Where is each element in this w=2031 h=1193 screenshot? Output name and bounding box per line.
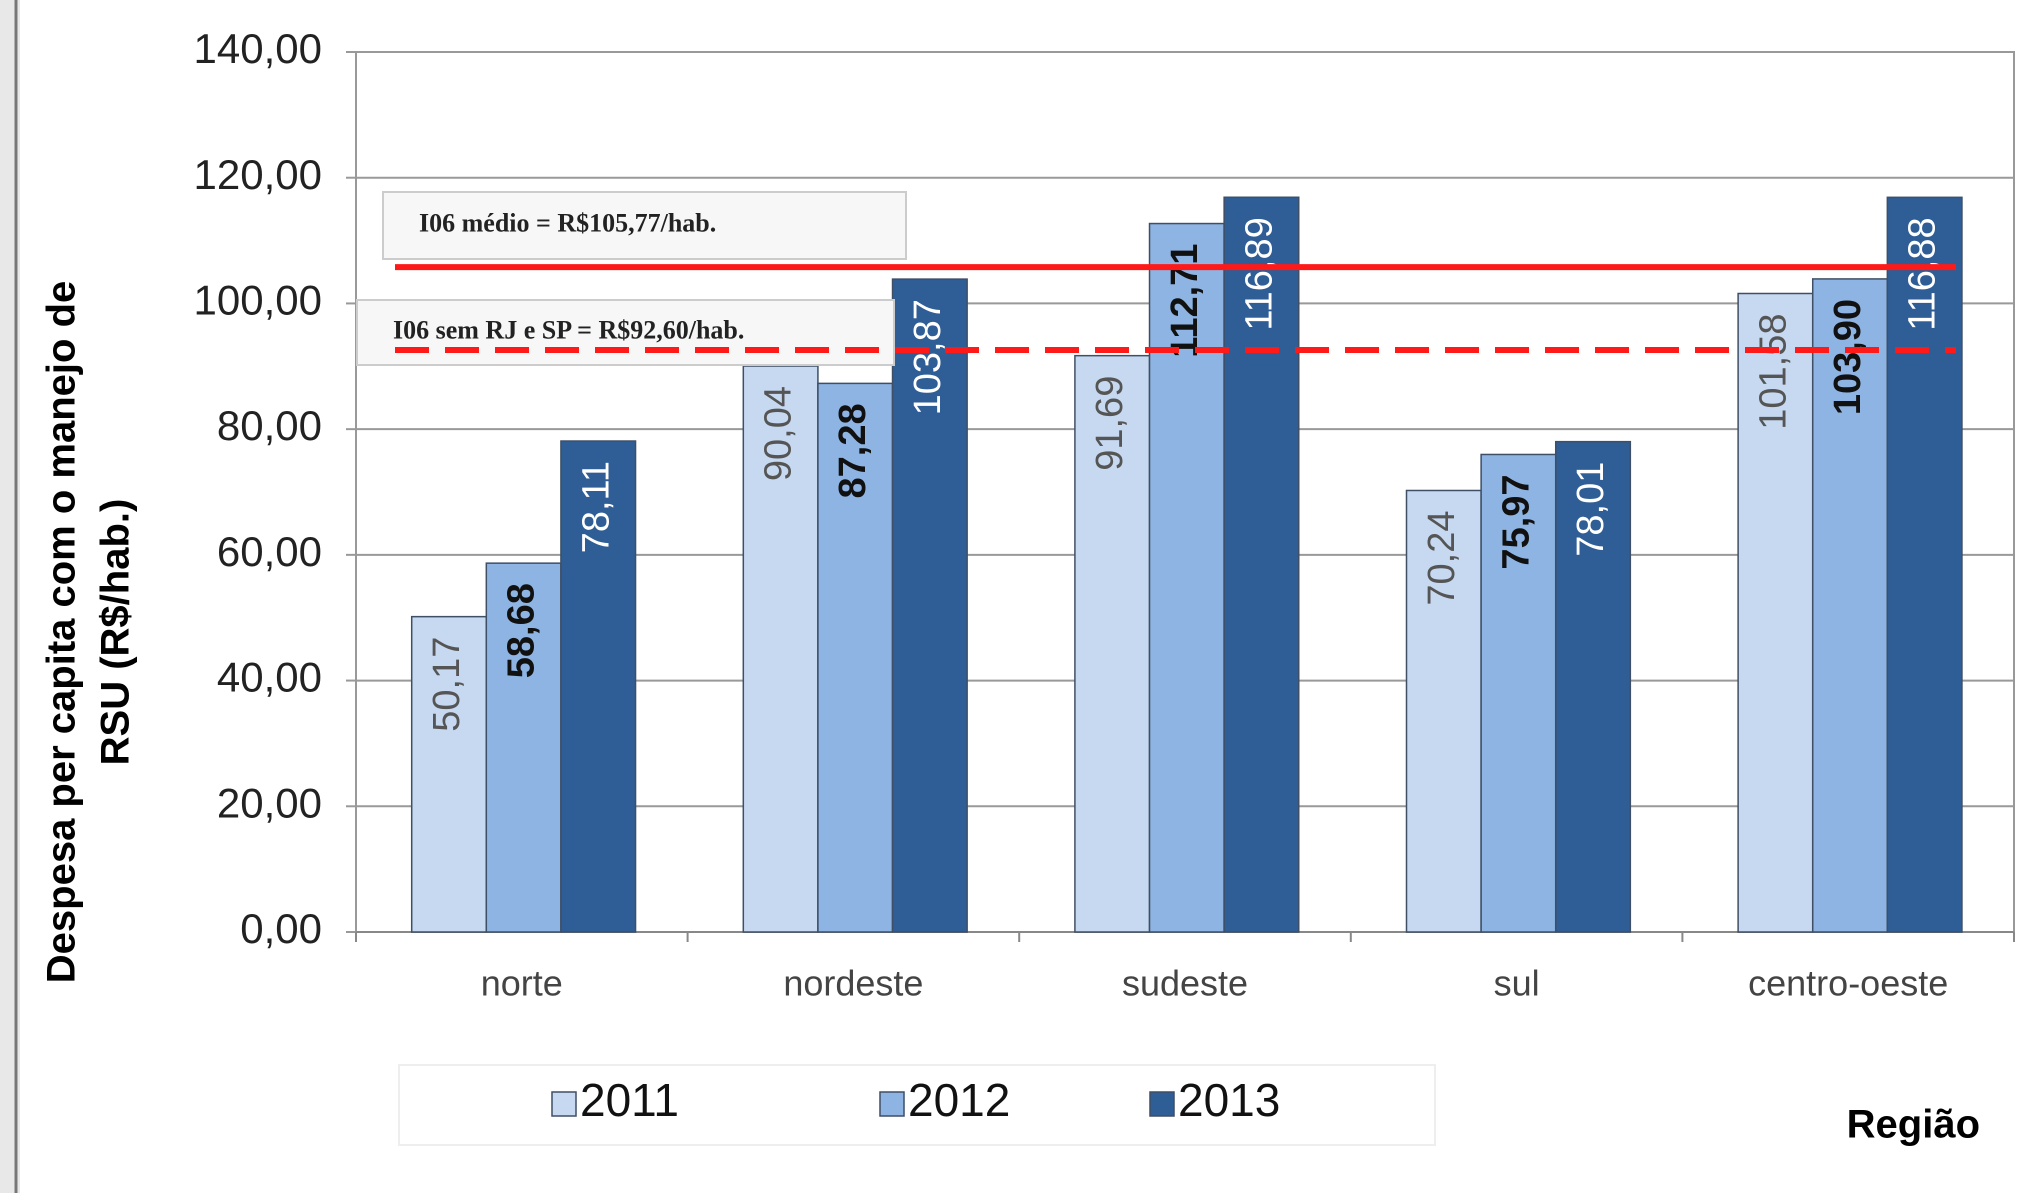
legend-swatch [1149,1091,1175,1117]
x-tick-label: sul [1494,963,1540,1004]
legend-label: 2013 [1178,1074,1280,1126]
legend-label: 2012 [908,1074,1010,1126]
data-label: 90,04 [758,386,800,481]
data-label: 87,28 [832,403,874,498]
legend-label: 2011 [580,1074,679,1126]
data-label: 58,68 [501,583,543,678]
bar [1405,489,1482,933]
x-tick-label: nordeste [783,963,923,1004]
data-label: 78,11 [575,461,617,553]
y-tick-label: 120,00 [194,151,322,198]
reference-label-box [356,299,895,366]
y-tick-label: 20,00 [217,779,322,826]
y-tick-label: 40,00 [217,654,322,701]
data-label: 91,69 [1089,376,1131,471]
bar [1074,354,1151,933]
y-tick-label: 100,00 [194,277,322,324]
bar [1737,292,1814,933]
bar [1223,196,1300,933]
data-label: 103,87 [907,299,949,415]
y-tick-label: 80,00 [217,402,322,449]
data-label: 103,90 [1827,299,1869,415]
bar [560,440,637,933]
y-axis-label: Despesa per capita com o manejo de [40,281,84,983]
bar [817,382,894,933]
data-label: 70,24 [1421,510,1463,605]
reference-label-box [382,191,907,260]
legend-swatch [879,1091,905,1117]
x-tick-label: centro-oeste [1748,963,1948,1004]
bar [1811,278,1889,933]
data-label: 116,88 [1902,217,1944,330]
bar [891,278,968,933]
data-label: 101,58 [1752,313,1794,429]
y-tick-label: 0,00 [240,905,322,952]
bar [1886,196,1963,933]
data-label: 75,97 [1495,474,1537,569]
y-axis-label: RSU (R$/hab.) [94,499,138,766]
y-tick-label: 60,00 [217,528,322,575]
data-label: 112,71 [1164,244,1206,358]
data-label: 116,89 [1238,217,1280,330]
reference-label: I06 sem RJ e SP = R$92,60/hab. [393,315,744,344]
data-label: 78,01 [1570,462,1612,557]
x-tick-label: norte [481,963,563,1004]
y-tick-label: 140,00 [194,25,322,72]
data-label: 50,17 [426,637,468,732]
legend-swatch [551,1091,577,1117]
reference-label: I06 médio = R$105,77/hab. [419,208,716,237]
bar [1148,222,1225,933]
bar [1480,453,1557,933]
x-tick-label: sudeste [1122,963,1248,1004]
x-axis-label: Região [1847,1103,1980,1147]
bar [1554,440,1632,933]
